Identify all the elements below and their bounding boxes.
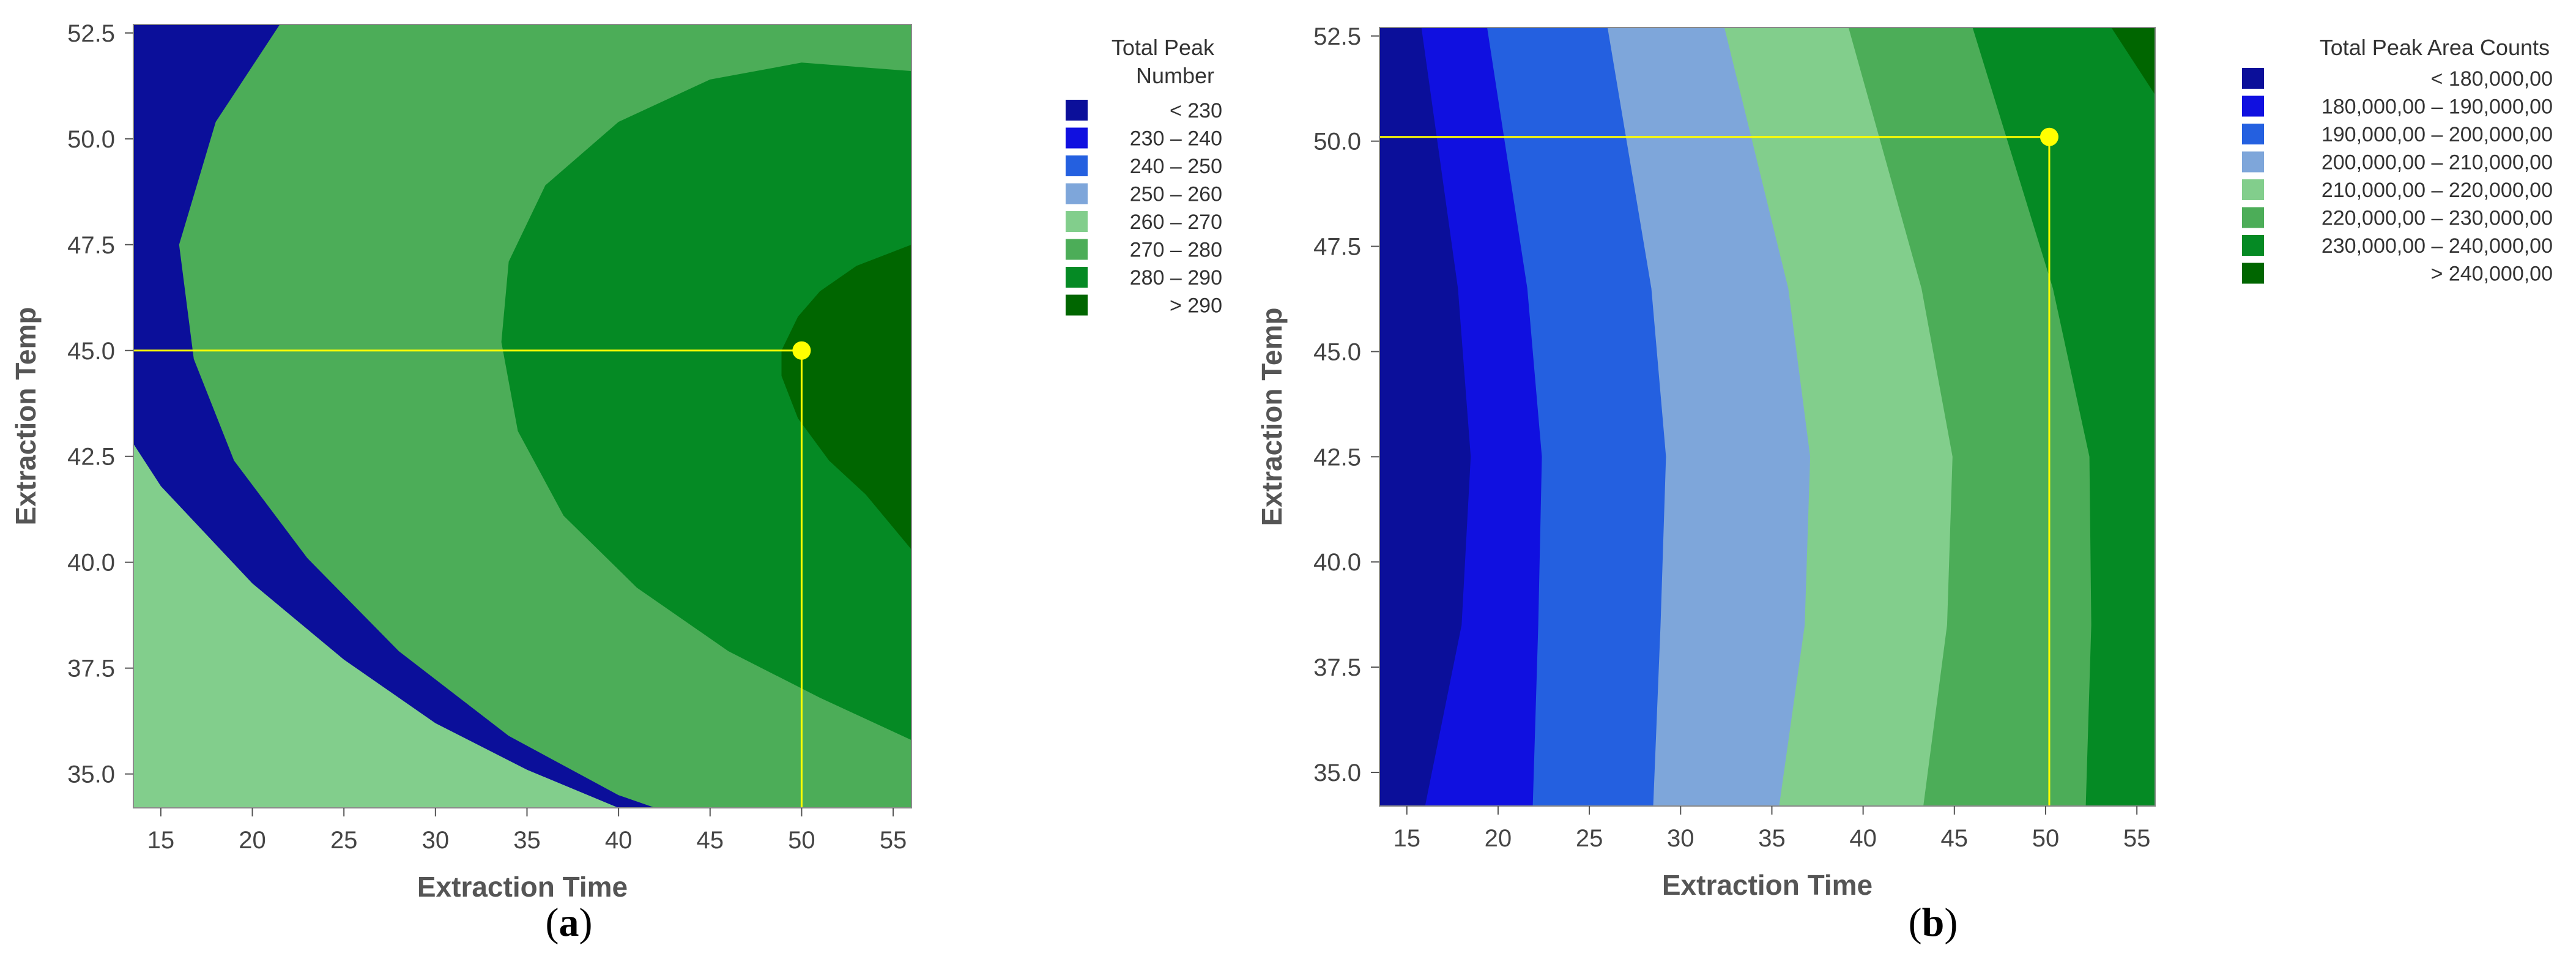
legend-label-a: 250 – 260 bbox=[1130, 183, 1222, 206]
legend-swatch-b bbox=[2242, 179, 2264, 200]
optimum-point-a bbox=[792, 341, 811, 360]
x-tick-label-b: 40 bbox=[1849, 825, 1877, 852]
x-tick-label-b: 55 bbox=[2123, 825, 2151, 852]
x-axis-title-b: Extraction Time bbox=[1662, 869, 1873, 901]
legend-swatch-b bbox=[2242, 124, 2264, 144]
x-axis-title-a: Extraction Time bbox=[417, 871, 628, 903]
legend-b: Total Peak Area Counts < 180,000,00 180,00… bbox=[2242, 35, 2553, 286]
contour-band-b-6 bbox=[1972, 28, 2155, 806]
x-tick-label-b: 50 bbox=[2032, 825, 2060, 852]
contour-plot-a: 15 20 25 30 35 40 45 50 55 35.0 37.5 40.0 42.5 45.0 47… bbox=[10, 20, 1222, 903]
legend-label-a: < 230 bbox=[1170, 99, 1222, 122]
legend-label-b: 180,000,00 – 190,000,00 bbox=[2322, 95, 2553, 119]
y-tick-label-b: 52.5 bbox=[1313, 23, 1361, 50]
legend-swatch-a bbox=[1066, 100, 1088, 121]
y-tick-label-b: 47.5 bbox=[1313, 234, 1361, 261]
contour-band-b-7 bbox=[2111, 28, 2155, 95]
legend-title-b: Total Peak Area Counts bbox=[2320, 35, 2550, 60]
legend-label-a: 260 – 270 bbox=[1130, 211, 1222, 234]
legend-label-b: 210,000,00 – 220,000,00 bbox=[2322, 179, 2553, 202]
y-tick-label-a: 42.5 bbox=[67, 444, 115, 471]
y-tick-label-a: 45.0 bbox=[67, 338, 115, 365]
legend-label-b: 230,000,00 – 240,000,00 bbox=[2322, 234, 2553, 258]
y-axis-title-b: Extraction Temp bbox=[1256, 308, 1288, 526]
panel-label-a-letter: a bbox=[559, 900, 579, 945]
legend-label-b: 220,000,00 – 230,000,00 bbox=[2322, 207, 2553, 230]
x-tick-label-b: 20 bbox=[1485, 825, 1512, 852]
y-axis-title-a: Extraction Temp bbox=[10, 307, 42, 526]
legend-a: Total Peak Number < 230 230 – 240 240 – 250 2… bbox=[1066, 35, 1222, 318]
legend-label-a: 240 – 250 bbox=[1130, 155, 1222, 178]
y-tick-label-b: 40.0 bbox=[1313, 549, 1361, 576]
x-tick-label-b: 45 bbox=[1941, 825, 1969, 852]
contour-band-a-6 bbox=[501, 62, 911, 741]
x-tick-label-a: 55 bbox=[880, 827, 907, 854]
y-tick-label-a: 50.0 bbox=[67, 126, 115, 153]
contour-band-a-7 bbox=[781, 244, 911, 550]
legend-swatch-a bbox=[1066, 267, 1088, 288]
y-tick-label-b: 35.0 bbox=[1313, 760, 1361, 786]
x-tick-label-b: 25 bbox=[1576, 825, 1603, 852]
x-tick-label-a: 20 bbox=[239, 827, 266, 854]
legend-label-a: 230 – 240 bbox=[1130, 127, 1222, 151]
x-tick-label-a: 15 bbox=[147, 827, 175, 854]
contour-area-b bbox=[1379, 28, 2155, 806]
x-tick-label-a: 30 bbox=[422, 827, 450, 854]
x-tick-label-b: 35 bbox=[1758, 825, 1786, 852]
y-tick-label-b: 42.5 bbox=[1313, 444, 1361, 471]
panel-label-b-letter: b bbox=[1921, 900, 1945, 945]
legend-swatch-b bbox=[2242, 235, 2264, 256]
legend-title-a: Number bbox=[1136, 63, 1214, 88]
panel-label-b: (b) bbox=[1908, 900, 1958, 945]
panel-label-a: (a) bbox=[545, 900, 593, 945]
legend-title-a: Total Peak bbox=[1112, 35, 1215, 60]
contour-band-a-4 bbox=[133, 444, 619, 808]
legend-swatch-b bbox=[2242, 263, 2264, 284]
legend-swatch-a bbox=[1066, 183, 1088, 204]
legend-label-a: > 290 bbox=[1170, 294, 1222, 318]
legend-label-b: > 240,000,00 bbox=[2431, 263, 2553, 286]
y-tick-label-b: 45.0 bbox=[1313, 338, 1361, 365]
optimum-point-b bbox=[2040, 127, 2058, 146]
x-tick-label-b: 15 bbox=[1394, 825, 1421, 852]
y-tick-label-a: 40.0 bbox=[67, 550, 115, 577]
x-tick-label-b: 30 bbox=[1667, 825, 1694, 852]
legend-swatch-a bbox=[1066, 155, 1088, 176]
y-tick-label-a: 52.5 bbox=[67, 20, 115, 47]
legend-label-b: < 180,000,00 bbox=[2431, 67, 2553, 91]
legend-label-a: 280 – 290 bbox=[1130, 266, 1222, 289]
x-tick-label-a: 35 bbox=[513, 827, 541, 854]
x-tick-label-a: 50 bbox=[788, 827, 815, 854]
legend-swatch-b bbox=[2242, 68, 2264, 89]
y-tick-label-a: 35.0 bbox=[67, 761, 115, 788]
x-tick-label-a: 45 bbox=[697, 827, 724, 854]
legend-swatch-a bbox=[1066, 127, 1088, 149]
legend-swatch-b bbox=[2242, 207, 2264, 228]
legend-swatch-a bbox=[1066, 239, 1088, 260]
contour-plot-b: 15 20 25 30 35 40 45 50 55 35.0 37.5 40.0 42.5 45.0 47… bbox=[1256, 23, 2553, 901]
plot-frame-b bbox=[1379, 27, 2156, 807]
y-tick-label-b: 50.0 bbox=[1313, 129, 1361, 155]
legend-label-b: 200,000,00 – 210,000,00 bbox=[2322, 151, 2553, 174]
y-tick-label-a: 47.5 bbox=[67, 232, 115, 259]
x-tick-label-a: 25 bbox=[330, 827, 358, 854]
legend-swatch-a bbox=[1066, 294, 1088, 316]
legend-swatch-b bbox=[2242, 151, 2264, 173]
contour-area-a bbox=[133, 24, 911, 808]
legend-label-b: 190,000,00 – 200,000,00 bbox=[2322, 123, 2553, 146]
legend-label-a: 270 – 280 bbox=[1130, 239, 1222, 262]
x-tick-label-a: 40 bbox=[605, 827, 633, 854]
y-tick-label-a: 37.5 bbox=[67, 655, 115, 682]
plot-frame-a bbox=[133, 24, 912, 808]
legend-swatch-a bbox=[1066, 211, 1088, 232]
legend-swatch-b bbox=[2242, 95, 2264, 117]
y-tick-label-b: 37.5 bbox=[1313, 654, 1361, 681]
